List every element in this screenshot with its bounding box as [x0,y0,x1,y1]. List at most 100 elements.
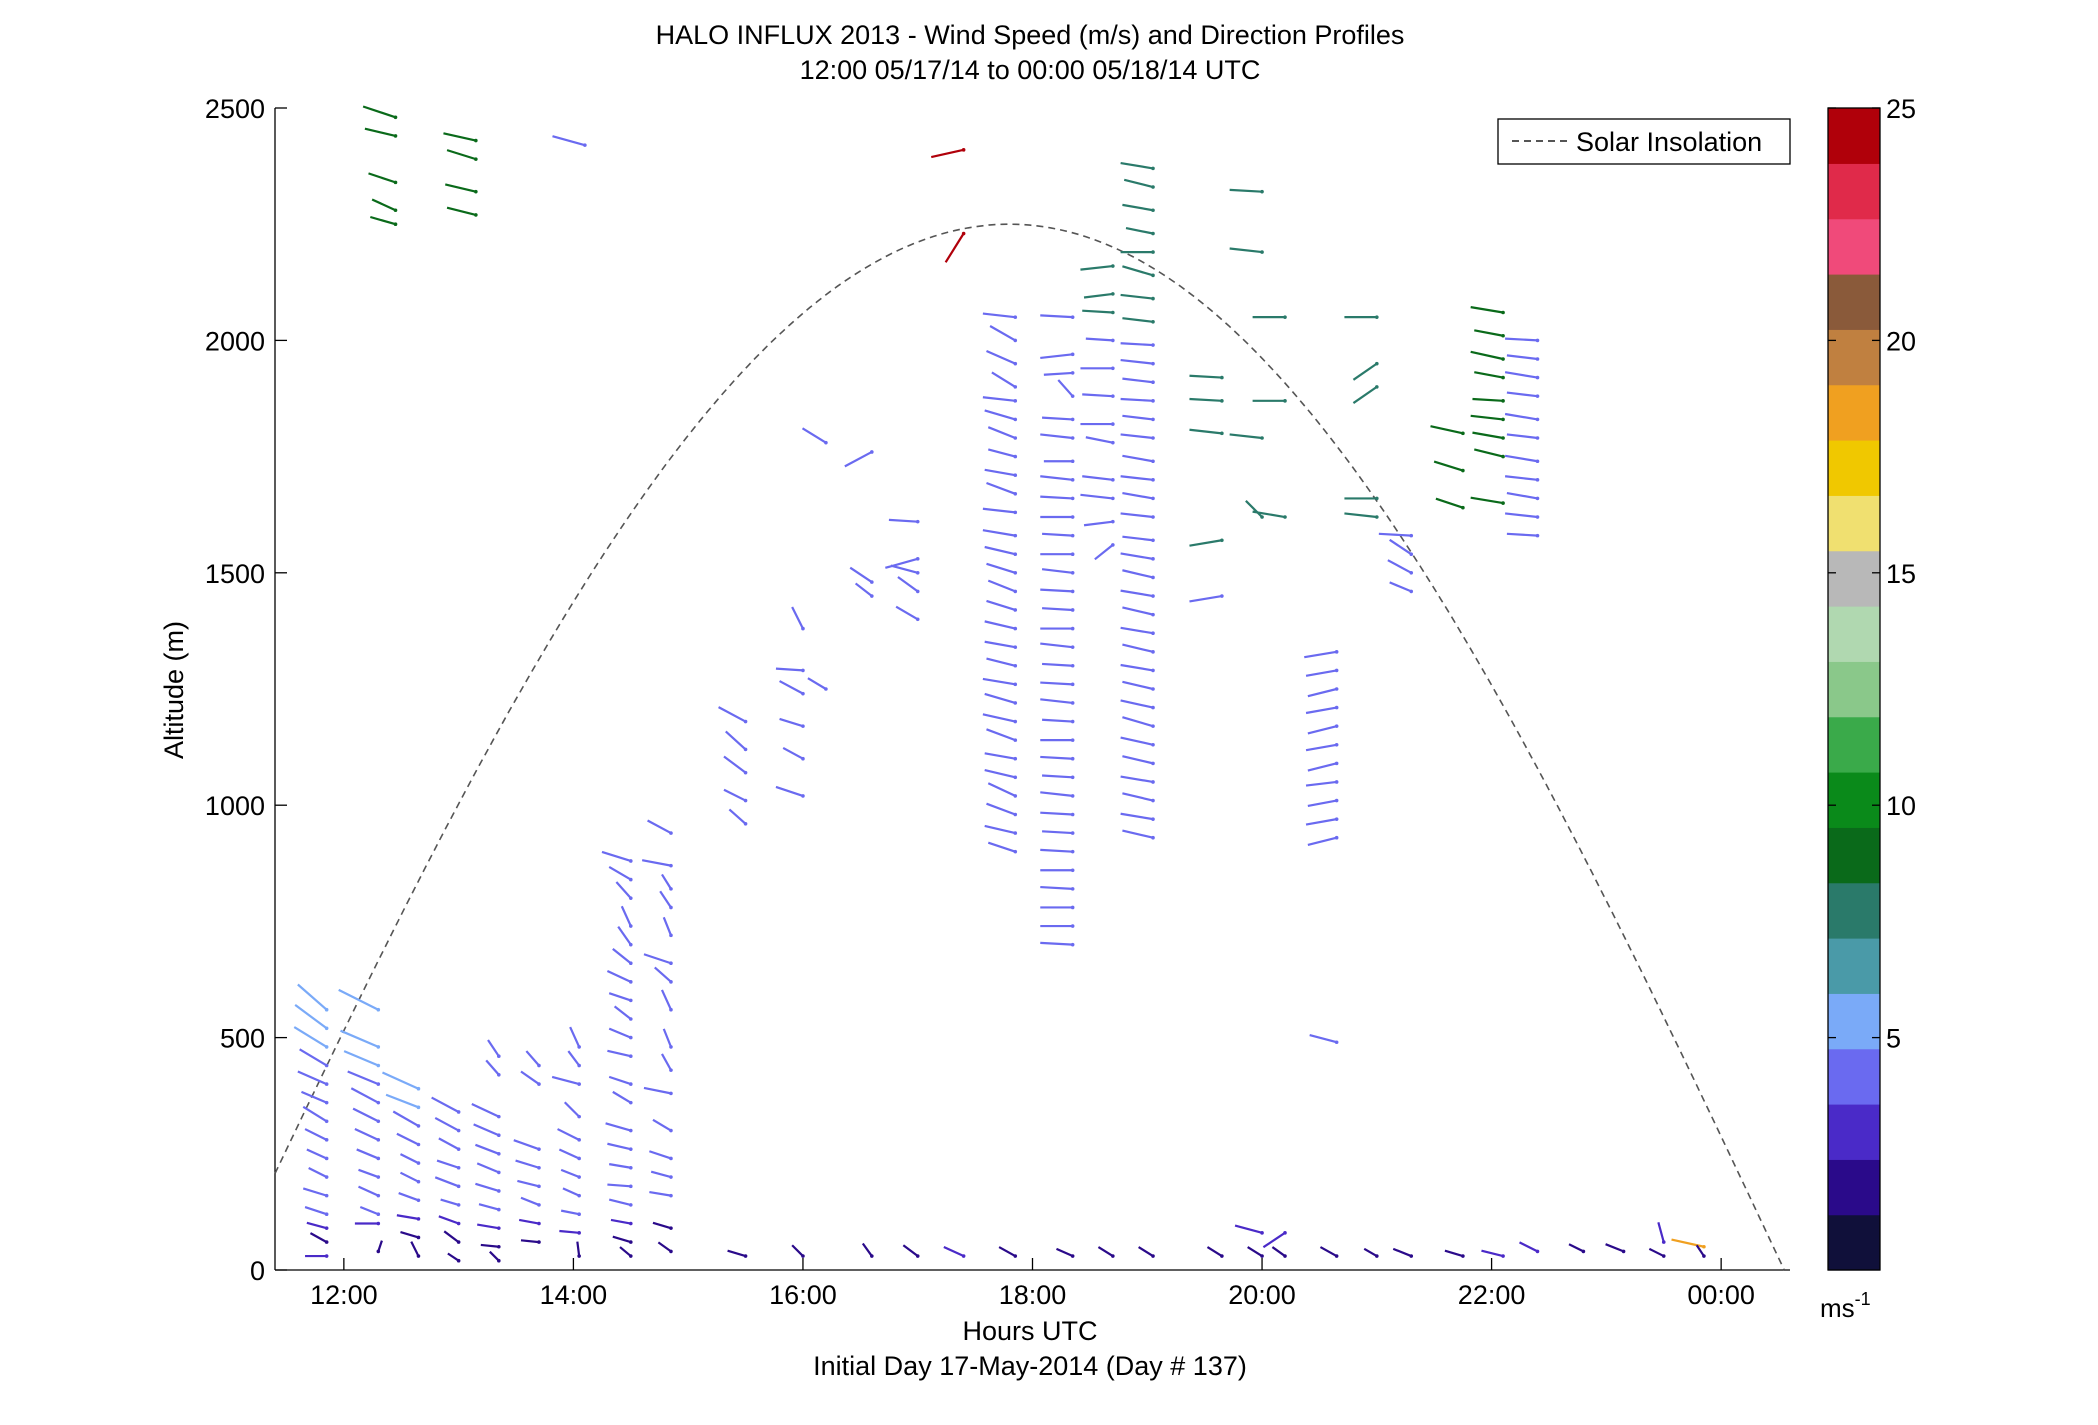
wind-barb [620,905,632,927]
wind-barb-point [1013,849,1018,854]
wind-barb [650,1170,672,1179]
wind-barb [984,545,1016,556]
wind-barb-point [801,626,805,631]
wind-barb [359,1206,379,1216]
wind-barb [1505,337,1538,342]
colorbar: 5 10 15 20 25 [1827,94,1916,1271]
wind-barb [661,873,672,890]
wind-barb [399,1153,419,1165]
wind-barb [1392,1247,1412,1258]
wind-barb-point [1501,436,1505,440]
wind-barb-point [1070,775,1075,780]
wind-barb [1307,799,1337,808]
wind-barb-point [537,1147,541,1151]
wind-barb [1080,264,1113,271]
wind-barb-point [1013,682,1018,687]
wind-barb [475,1182,500,1193]
wind-barb-point [1013,385,1018,389]
wind-barb [1305,669,1337,677]
colorbar-frame [1827,107,1881,1271]
wind-barb [294,1004,328,1030]
wind-barb [1042,607,1073,612]
wind-barb [1122,716,1154,728]
wind-barb-point [456,1240,461,1244]
wind-barb [613,1005,632,1020]
wind-barb-point [743,770,748,775]
wind-barb-point [1013,775,1018,780]
wind-barb [1344,512,1377,519]
wind-barb [982,312,1016,319]
wind-barb [984,640,1016,649]
wind-barb-point [1375,1254,1379,1258]
wind-barb-point [1013,701,1018,705]
wind-barb [1040,475,1073,481]
wind-barb [607,1142,632,1151]
wind-barb-point [1070,394,1075,398]
wind-barb [560,1168,580,1179]
wind-barb [1305,706,1337,715]
wind-barb-point [1260,436,1264,440]
wind-barb-point [1070,626,1075,631]
wind-barb [1470,306,1504,314]
chart-subtitle: 12:00 05/17/14 to 00:00 05/18/14 UTC [800,55,1261,85]
wind-barb-point [915,589,920,594]
wind-barb [647,819,672,835]
wind-barb-point [1013,589,1018,594]
wind-barb [1042,532,1073,537]
wind-barb [607,1183,631,1188]
wind-barb-point [1070,738,1075,742]
wind-barb [649,1150,672,1160]
wind-barb [302,1187,327,1197]
wind-barb-point [1151,515,1155,519]
wind-barb [1120,775,1154,784]
wind-barb [1122,829,1154,839]
wind-barb-point [1013,738,1018,742]
wind-barb-point [1334,761,1339,766]
wind-barb [293,1026,328,1048]
wind-barb [1042,774,1073,779]
wind-barb [1040,681,1073,686]
wind-barb-point [870,450,874,454]
wind-barb-point [1260,250,1264,254]
wind-barb [1120,626,1154,635]
wind-barb [610,1218,631,1225]
wind-barb-point [1334,742,1339,747]
wind-barb-point [1151,185,1155,189]
wind-barb-point [1013,645,1018,649]
wind-barb-point [1070,417,1075,422]
wind-barb [297,983,328,1011]
wind-barb [1305,780,1337,787]
wind-barb [1042,830,1073,835]
wind-barb [723,755,747,774]
wind-barb-point [324,1119,329,1124]
wind-barb-point [1151,166,1155,171]
wind-barb [1085,436,1114,444]
wind-barb-point [1535,459,1540,464]
wind-barb [661,1053,672,1071]
wind-barb-point [1535,357,1540,361]
wind-barb [562,1187,580,1197]
wind-barb-point [1151,668,1155,673]
wind-barb [301,1090,328,1104]
wind-barb-point [1334,650,1339,654]
y-tick-label: 2500 [205,94,265,124]
wind-barb-point [669,1226,673,1230]
wind-barb [1481,1249,1504,1258]
wind-barb-point [1111,264,1115,268]
wind-barb-point [393,222,398,226]
wind-barb-point [1070,868,1075,873]
wind-barb [362,105,396,119]
wind-barb [1042,662,1073,667]
wind-barb-point [376,1156,381,1161]
wind-barb [779,717,804,728]
wind-barb [1695,1244,1705,1257]
wind-barb-point [1260,1231,1264,1235]
wind-barb-point [497,1226,501,1230]
wind-barb [438,1137,460,1151]
wind-barb [1120,512,1154,519]
wind-barb-point [1535,417,1540,422]
wind-barb-point [915,571,920,575]
wind-barb [1389,581,1412,593]
wind-barb-point [1013,626,1018,631]
wind-barb [1123,178,1154,189]
